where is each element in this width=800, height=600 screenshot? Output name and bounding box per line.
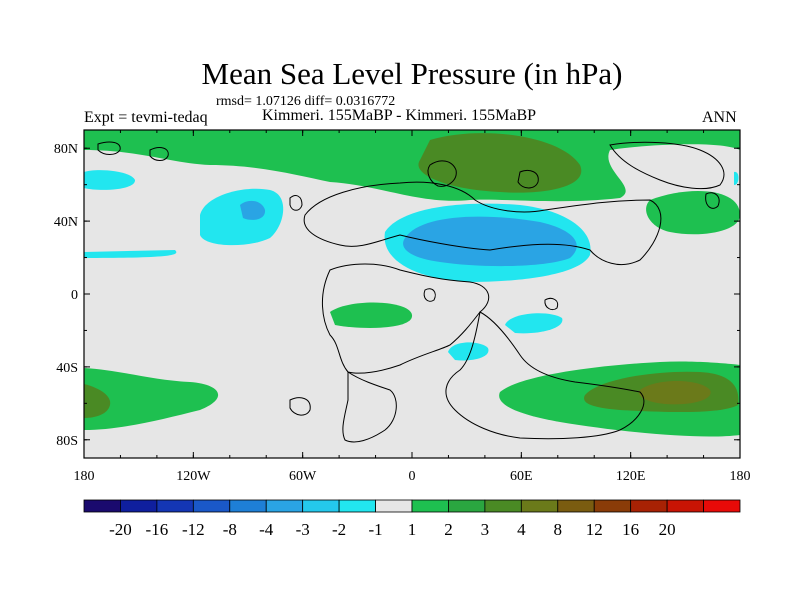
colorbar-swatch xyxy=(375,499,413,513)
colorbar-label: 12 xyxy=(586,520,603,539)
lon-tick-label: 180 xyxy=(74,469,95,484)
colorbar-label: -16 xyxy=(146,520,169,539)
lon-tick-label: 60W xyxy=(289,469,317,484)
stats-text: rmsd= 1.07126 diff= 0.0316772 xyxy=(216,94,396,109)
colorbar-label: -4 xyxy=(259,520,274,539)
plot-title: Mean Sea Level Pressure (in hPa) xyxy=(201,56,623,91)
colorbar-swatch xyxy=(630,499,668,513)
map-panel xyxy=(84,130,740,458)
south-indian-low xyxy=(505,313,563,334)
experiment-label: Expt = tevmi-tedaq xyxy=(84,109,208,126)
arctic-high-core xyxy=(418,133,582,193)
lat-tick-label: 40N xyxy=(54,215,78,230)
colorbar-label: 4 xyxy=(517,520,526,539)
colorbar-label: 2 xyxy=(444,520,453,539)
colorbar-label: -1 xyxy=(368,520,382,539)
lat-tick-label: 80S xyxy=(56,434,78,449)
colorbar-swatch xyxy=(593,499,632,513)
tropical-pacific-low xyxy=(84,250,177,258)
colorbar-swatch xyxy=(448,499,486,513)
comparison-label: Kimmeri. 155MaBP - Kimmeri. 155MaBP xyxy=(262,107,537,124)
tethys-low-core xyxy=(403,216,577,267)
colorbar-label: -8 xyxy=(223,520,237,539)
colorbar-labels: -20 -16 -12 -8 -4 -3 -2 -1 1 2 3 4 8 12 16 20 xyxy=(109,520,676,539)
colorbar-label: 20 xyxy=(659,520,676,539)
season-label: ANN xyxy=(702,109,737,126)
axis-tick-labels: 80N 40N 0 40S 80S 180 120W 60W 0 60E 120E 180 xyxy=(54,142,751,484)
colorbar-label: 16 xyxy=(622,520,639,539)
colorbar-swatch xyxy=(557,499,595,513)
coastlines xyxy=(97,141,725,443)
colorbar xyxy=(83,499,741,513)
north-pacific-low-core xyxy=(240,200,266,220)
lon-tick-label: 60E xyxy=(510,469,533,484)
colorbar-label: -2 xyxy=(332,520,346,539)
colorbar-swatch xyxy=(120,499,158,513)
colorbar-swatch xyxy=(411,499,449,513)
lat-tick-label: 0 xyxy=(71,288,78,303)
colorbar-swatch xyxy=(520,499,559,513)
north-pacific-low xyxy=(200,188,284,246)
axis-ticks xyxy=(83,130,741,458)
colorbar-label: 1 xyxy=(408,520,417,539)
lon-tick-label: 120E xyxy=(616,469,646,484)
east-asia-high xyxy=(646,191,740,235)
colorbar-label: -3 xyxy=(296,520,310,539)
colorbar-swatch xyxy=(703,499,741,513)
lat-tick-label: 80N xyxy=(54,142,78,157)
lon-tick-label: 120W xyxy=(176,469,211,484)
colorbar-label: -12 xyxy=(182,520,205,539)
colorbar-swatch xyxy=(265,499,304,513)
colorbar-label: 3 xyxy=(481,520,490,539)
colorbar-swatch xyxy=(302,499,340,513)
colorbar-swatch xyxy=(192,499,231,513)
arctic-high-field xyxy=(84,130,740,202)
lat-tick-label: 40S xyxy=(56,361,78,376)
arctic-low-west xyxy=(84,170,136,190)
colorbar-label: 8 xyxy=(554,520,563,539)
south-atlantic-high xyxy=(84,368,219,430)
colorbar-swatch xyxy=(484,499,522,513)
colorbar-swatch xyxy=(156,499,194,513)
southern-ocean-high-peak xyxy=(639,381,711,405)
lon-tick-label: 0 xyxy=(409,469,416,484)
colorbar-swatch xyxy=(338,499,376,513)
south-atlantic-high-core xyxy=(84,384,111,418)
atlantic-ridge xyxy=(330,302,413,328)
colorbar-label: -20 xyxy=(109,520,132,539)
colorbar-swatch xyxy=(666,499,704,513)
south-atlantic-low xyxy=(448,342,489,361)
arctic-low-east xyxy=(734,171,739,185)
lon-tick-label: 180 xyxy=(730,469,751,484)
colorbar-swatch xyxy=(229,499,267,513)
colorbar-swatch xyxy=(83,499,121,513)
